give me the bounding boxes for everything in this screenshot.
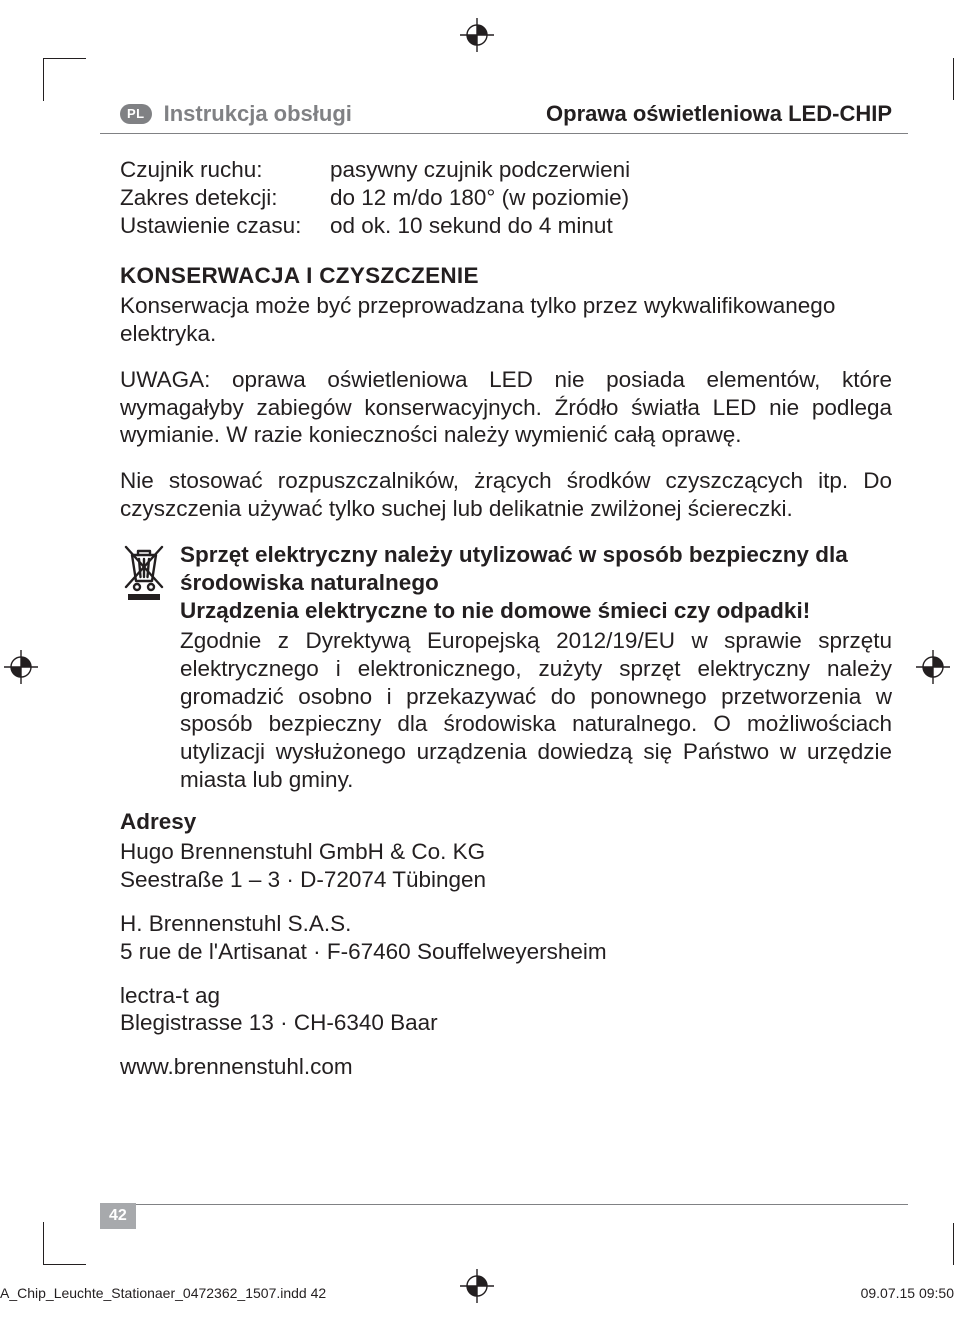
maintenance-heading: KONSERWACJA I CZYSZCZENIE	[120, 262, 892, 290]
addresses-heading: Adresy	[120, 808, 892, 836]
address-line: Blegistrasse 13 · CH-6340 Baar	[120, 1009, 892, 1037]
spec-label: Ustawienie czasu:	[120, 212, 330, 240]
address-line: Hugo Brennenstuhl GmbH & Co. KG	[120, 838, 892, 866]
disposal-text: Sprzęt elektryczny należy utylizować w s…	[180, 541, 892, 794]
maintenance-p3: Nie stosować rozpuszczalników, żrących ś…	[120, 467, 892, 523]
registration-mark-bottom	[460, 1269, 494, 1303]
spec-value: do 12 m/do 180° (w poziomie)	[330, 184, 892, 212]
address-1: Hugo Brennenstuhl GmbH & Co. KG Seestraß…	[120, 838, 892, 894]
header-left: Instrukcja obsługi	[164, 100, 534, 127]
spec-value: od ok. 10 sekund do 4 minut	[330, 212, 892, 240]
disposal-block: Sprzęt elektryczny należy utylizować w s…	[120, 541, 892, 794]
address-line: lectra-t ag	[120, 982, 892, 1010]
spec-row: Zakres detekcji: do 12 m/do 180° (w pozi…	[120, 184, 892, 212]
spec-row: Ustawienie czasu: od ok. 10 sekund do 4 …	[120, 212, 892, 240]
disposal-body: Zgodnie z Dyrektywą Europejską 2012/19/E…	[180, 627, 892, 794]
address-line: H. Brennenstuhl S.A.S.	[120, 910, 892, 938]
maintenance-p2: UWAGA: oprawa oświetleniowa LED nie posi…	[120, 366, 892, 450]
page-content: PL Instrukcja obsługi Oprawa oświetlenio…	[86, 100, 954, 1223]
footer-rule	[100, 1204, 908, 1205]
crop-mark-top-left	[43, 58, 86, 101]
spec-row: Czujnik ruchu: pasywny czujnik podczerwi…	[120, 156, 892, 184]
maintenance-p1: Konserwacja może być przeprowadzana tylk…	[120, 292, 892, 348]
crop-mark-bottom-left	[43, 1222, 86, 1265]
spec-label: Czujnik ruchu:	[120, 156, 330, 184]
spec-table: Czujnik ruchu: pasywny czujnik podczerwi…	[120, 156, 892, 240]
page-header: PL Instrukcja obsługi Oprawa oświetlenio…	[100, 100, 908, 134]
address-2: H. Brennenstuhl S.A.S. 5 rue de l'Artisa…	[120, 910, 892, 966]
disposal-heading-2: Urządzenia elektryczne to nie domowe śmi…	[180, 597, 892, 625]
registration-mark-left	[4, 650, 38, 684]
spec-label: Zakres detekcji:	[120, 184, 330, 212]
weee-icon	[120, 541, 168, 794]
address-3: lectra-t ag Blegistrasse 13 · CH-6340 Ba…	[120, 982, 892, 1038]
spec-value: pasywny czujnik podczerwieni	[330, 156, 892, 184]
address-line: 5 rue de l'Artisanat · F-67460 Souffelwe…	[120, 938, 892, 966]
page-number: 42	[100, 1203, 136, 1229]
website-url: www.brennenstuhl.com	[120, 1053, 892, 1081]
address-line: Seestraße 1 – 3 · D-72074 Tübingen	[120, 866, 892, 894]
language-badge: PL	[120, 104, 152, 124]
footer-filename: A_Chip_Leuchte_Stationaer_0472362_1507.i…	[0, 1285, 326, 1301]
disposal-heading-1: Sprzęt elektryczny należy utylizować w s…	[180, 541, 892, 597]
footer-timestamp: 09.07.15 09:50	[861, 1285, 954, 1301]
registration-mark-top	[460, 18, 494, 52]
header-right: Oprawa oświetleniowa LED-CHIP	[546, 100, 892, 127]
